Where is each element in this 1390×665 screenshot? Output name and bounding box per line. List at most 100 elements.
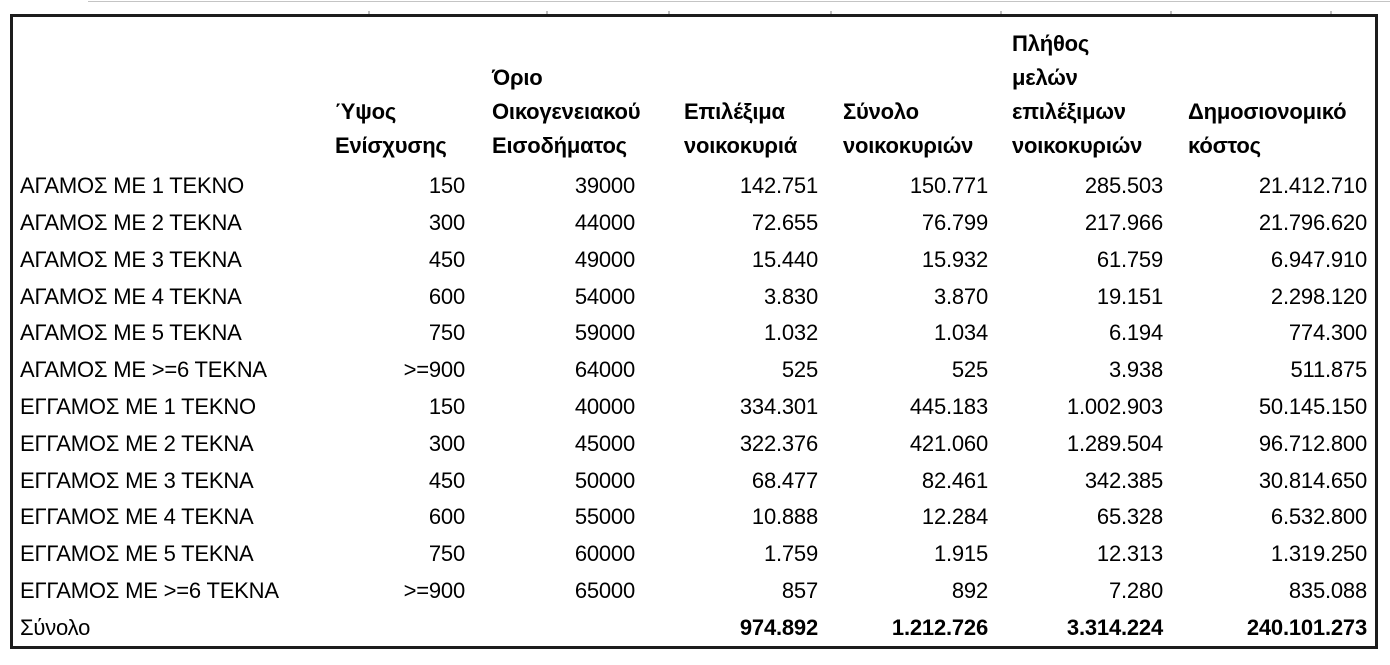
cell-value: 3.870 — [933, 283, 988, 309]
cell-value: 150 — [428, 173, 465, 199]
cell-value: 600 — [428, 283, 465, 309]
table-row: ΑΓΑΜΟΣ ΜΕ 4 ΤΕΚΝΑ 600 54000 3.830 3.870 19.15… — [13, 278, 1375, 315]
column-gridline-tick — [668, 11, 670, 14]
cell-value: 750 — [428, 541, 465, 567]
table-row: ΑΓΑΜΟΣ ΜΕ 1 ΤΕΚΝΟ 150 39000 142.751 150.771 2… — [13, 168, 1375, 205]
column-gridline-tick — [1170, 11, 1172, 14]
row-label: ΑΓΑΜΟΣ ΜΕ 2 ΤΕΚΝΑ — [20, 210, 242, 236]
cell-value: 240.101.273 — [1246, 614, 1367, 640]
table-row: ΕΓΓΑΜΟΣ ΜΕ 3 ΤΕΚΝΑ 450 50000 68.477 82.461 34… — [13, 462, 1375, 499]
cell-value: 60000 — [574, 541, 635, 567]
cell-value: 50000 — [574, 467, 635, 493]
cell-value: 72.655 — [751, 210, 818, 236]
cell-value: 65.328 — [1096, 504, 1163, 530]
table-row: ΑΓΑΜΟΣ ΜΕ >=6 ΤΕΚΝΑ >=900 64000 525 525 3.938… — [13, 352, 1375, 389]
cell-value: 19.151 — [1096, 283, 1163, 309]
cell-value: >=900 — [403, 577, 466, 603]
table-row: ΑΓΑΜΟΣ ΜΕ 3 ΤΕΚΝΑ 450 49000 15.440 15.932 61.… — [13, 242, 1375, 279]
cell-value: 44000 — [574, 210, 635, 236]
header-income-limit: Όριο Οικογενειακού Εισοδήματος — [492, 65, 641, 158]
row-label: ΕΓΓΑΜΟΣ ΜΕ 3 ΤΕΚΝΑ — [20, 467, 254, 493]
cell-value: 61.759 — [1096, 246, 1163, 272]
cell-value: 15.440 — [751, 246, 818, 272]
cell-value: 2.298.120 — [1270, 283, 1367, 309]
cell-value: 96.712.800 — [1258, 430, 1367, 456]
cell-value: 342.385 — [1084, 467, 1163, 493]
cell-value: 1.319.250 — [1270, 541, 1367, 567]
cell-value: 30.814.650 — [1258, 467, 1367, 493]
cell-value: 50.145.150 — [1258, 393, 1367, 419]
header-fiscal-cost: Δημοσιονομικό κόστος — [1188, 99, 1347, 158]
cell-value: 334.301 — [739, 393, 818, 419]
benefits-table-border: Ύψος Ενίσχυσης Όριο Οικογενειακού Εισοδή… — [10, 14, 1378, 649]
totals-row: Σύνολο 974.892 1.212.726 3.314.224 240.101.2… — [13, 609, 1375, 646]
table-row: ΕΓΓΑΜΟΣ ΜΕ 4 ΤΕΚΝΑ 600 55000 10.888 12.284 65… — [13, 499, 1375, 536]
cell-value: >=900 — [403, 357, 466, 383]
cell-value: 857 — [781, 577, 818, 603]
row-label: ΑΓΑΜΟΣ ΜΕ 1 ΤΕΚΝΟ — [20, 173, 245, 199]
cell-value: 3.938 — [1108, 357, 1163, 383]
header-eligible-members: Πλήθος μελών επιλέξιμων νοικοκυριών — [1012, 31, 1143, 158]
row-label: ΕΓΓΑΜΟΣ ΜΕ 2 ΤΕΚΝΑ — [20, 430, 254, 456]
cell-value: 1.212.726 — [891, 614, 988, 640]
row-label: ΑΓΑΜΟΣ ΜΕ 3 ΤΕΚΝΑ — [20, 246, 242, 272]
row-label: ΕΓΓΑΜΟΣ ΜΕ 1 ΤΕΚΝΟ — [20, 393, 256, 419]
cell-value: 12.313 — [1096, 541, 1163, 567]
table-row: ΑΓΑΜΟΣ ΜΕ 2 ΤΕΚΝΑ 300 44000 72.655 76.799 217… — [13, 205, 1375, 242]
cell-value: 322.376 — [739, 430, 818, 456]
cell-value: 82.461 — [921, 467, 988, 493]
table-header: Ύψος Ενίσχυσης Όριο Οικογενειακού Εισοδή… — [13, 17, 1375, 168]
cell-value: 835.088 — [1288, 577, 1367, 603]
cell-value: 1.032 — [763, 320, 818, 346]
cell-value: 3.314.224 — [1066, 614, 1163, 640]
header-category — [13, 17, 329, 168]
cell-value: 54000 — [574, 283, 635, 309]
cell-value: 525 — [781, 357, 818, 383]
row-label: ΕΓΓΑΜΟΣ ΜΕ 4 ΤΕΚΝΑ — [20, 504, 254, 530]
cell-value: 6.947.910 — [1270, 246, 1367, 272]
column-gridline-tick — [368, 11, 370, 14]
table-row: ΕΓΓΑΜΟΣ ΜΕ 2 ΤΕΚΝΑ 300 45000 322.376 421.060… — [13, 425, 1375, 462]
cell-value: 12.284 — [921, 504, 988, 530]
cell-value: 450 — [428, 246, 465, 272]
cell-value: 21.412.710 — [1258, 173, 1367, 199]
row-label: ΑΓΑΜΟΣ ΜΕ 4 ΤΕΚΝΑ — [20, 283, 242, 309]
cell-value: 6.194 — [1108, 320, 1163, 346]
table-row: ΕΓΓΑΜΟΣ ΜΕ 1 ΤΕΚΝΟ 150 40000 334.301 445.183… — [13, 389, 1375, 426]
cell-value — [329, 609, 479, 646]
row-label: Σύνολο — [20, 614, 91, 640]
cell-value: 750 — [428, 320, 465, 346]
cell-value: 55000 — [574, 504, 635, 530]
cell-value: 59000 — [574, 320, 635, 346]
cell-value: 445.183 — [909, 393, 988, 419]
cell-value: 1.759 — [763, 541, 818, 567]
benefits-table: Ύψος Ενίσχυσης Όριο Οικογενειακού Εισοδή… — [13, 17, 1375, 646]
cell-value: 974.892 — [739, 614, 818, 640]
cell-value: 65000 — [574, 577, 635, 603]
header-eligible-households: Επιλέξιμα νοικοκυριά — [684, 99, 798, 158]
cell-value: 1.034 — [933, 320, 988, 346]
cell-value: 10.888 — [751, 504, 818, 530]
row-label: ΑΓΑΜΟΣ ΜΕ 5 ΤΕΚΝΑ — [20, 320, 242, 346]
table-row: ΕΓΓΑΜΟΣ ΜΕ 5 ΤΕΚΝΑ 750 60000 1.759 1.915 12.3… — [13, 536, 1375, 573]
cell-value: 450 — [428, 467, 465, 493]
cell-value: 300 — [428, 210, 465, 236]
cell-value: 511.875 — [1290, 357, 1368, 383]
cell-value: 285.503 — [1084, 173, 1163, 199]
cell-value: 774.300 — [1288, 320, 1367, 346]
cell-value: 15.932 — [921, 246, 988, 272]
cell-value: 7.280 — [1108, 577, 1163, 603]
cell-value: 1.002.903 — [1066, 393, 1163, 419]
cell-value: 45000 — [574, 430, 635, 456]
header-total-households: Σύνολο νοικοκυριών — [843, 99, 974, 158]
column-gridline-tick — [830, 11, 832, 14]
row-label: ΑΓΑΜΟΣ ΜΕ >=6 ΤΕΚΝΑ — [20, 357, 267, 383]
gridline-artifact — [88, 1, 1390, 2]
cell-value: 39000 — [574, 173, 635, 199]
cell-value: 49000 — [574, 246, 635, 272]
row-label: ΕΓΓΑΜΟΣ ΜΕ >=6 ΤΕΚΝΑ — [20, 577, 279, 603]
column-gridline-tick — [1330, 11, 1332, 14]
cell-value: 1.915 — [933, 541, 988, 567]
cell-value — [479, 609, 656, 646]
